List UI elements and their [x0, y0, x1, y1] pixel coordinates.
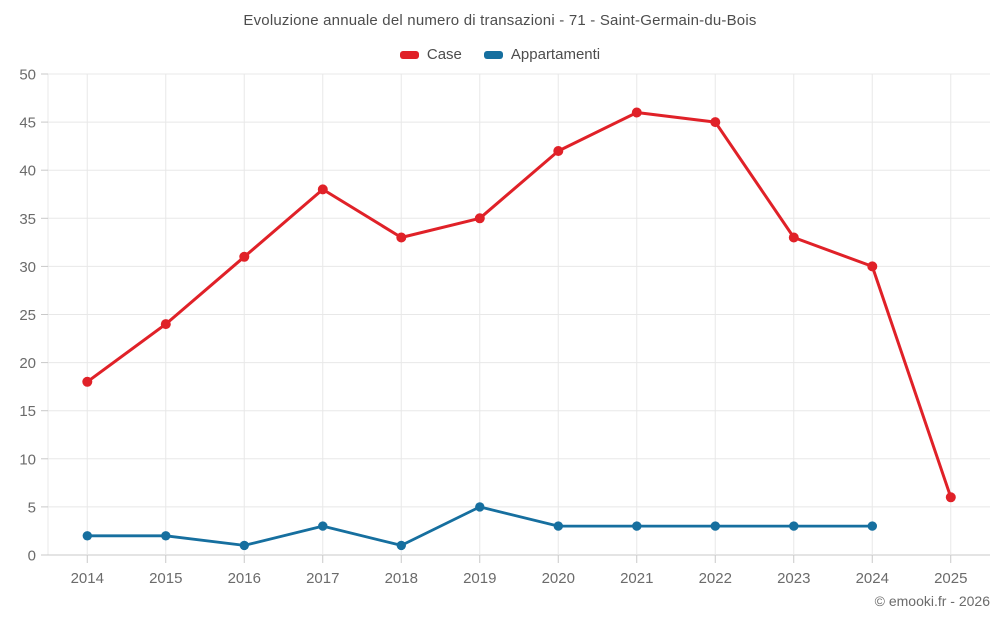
appartamenti-point-2023[interactable] [789, 521, 799, 531]
appartamenti-point-2020[interactable] [553, 521, 563, 531]
x-tick-label: 2016 [228, 570, 261, 587]
y-tick-label: 45 [19, 115, 36, 132]
case-point-2019[interactable] [474, 213, 485, 224]
x-tick-label: 2018 [385, 570, 418, 587]
y-tick-label: 35 [19, 211, 36, 228]
appartamenti-point-2017[interactable] [318, 521, 328, 531]
case-point-2024[interactable] [867, 261, 878, 272]
appartamenti-point-2019[interactable] [475, 502, 485, 512]
case-point-2021[interactable] [631, 107, 642, 118]
x-tick-label: 2015 [149, 570, 182, 587]
case-point-2022[interactable] [710, 117, 721, 128]
legend-item-case[interactable]: Case [399, 46, 462, 63]
y-tick-label: 15 [19, 403, 36, 420]
y-tick-label: 20 [19, 355, 36, 372]
case-point-2015[interactable] [160, 319, 171, 330]
copyright-credit: © emooki.fr - 2026 [874, 593, 990, 609]
x-tick-label: 2019 [463, 570, 496, 587]
case-point-2014[interactable] [82, 376, 93, 387]
y-tick-label: 0 [28, 548, 36, 565]
legend-label-case: Case [426, 46, 462, 63]
case-point-2020[interactable] [553, 146, 564, 156]
case-point-2016[interactable] [239, 251, 250, 262]
y-tick-label: 10 [19, 451, 36, 468]
case-point-2023[interactable] [788, 232, 799, 243]
x-tick-label: 2020 [542, 570, 575, 587]
case-point-2025[interactable] [945, 492, 956, 503]
x-tick-label: 2021 [620, 570, 653, 587]
case-point-2018[interactable] [396, 232, 407, 243]
appartamenti-point-2021[interactable] [632, 521, 642, 531]
appartamenti-point-2022[interactable] [710, 521, 720, 531]
y-tick-label: 30 [19, 259, 36, 276]
appartamenti-point-2014[interactable] [82, 531, 93, 541]
legend-item-appartamenti[interactable]: Appartamenti [483, 46, 601, 63]
x-tick-label: 2014 [71, 570, 104, 587]
appartamenti-point-2016[interactable] [239, 540, 249, 551]
chart-title: Evoluzione annuale del numero di transaz… [243, 12, 757, 29]
x-tick-label: 2023 [777, 570, 810, 587]
appartamenti-point-2018[interactable] [396, 540, 406, 551]
y-tick-label: 50 [19, 67, 36, 84]
y-tick-label: 25 [19, 307, 36, 324]
appartamenti-series-swatch-icon [483, 50, 503, 59]
case-point-2017[interactable] [317, 184, 328, 195]
x-tick-label: 2025 [934, 570, 967, 587]
legend-label-appartamenti: Appartamenti [510, 46, 601, 63]
appartamenti-point-2015[interactable] [161, 531, 171, 541]
appartamenti-point-2024[interactable] [867, 521, 877, 531]
x-tick-label: 2017 [306, 570, 339, 587]
case-series-line [85, 111, 953, 499]
y-tick-label: 40 [19, 163, 36, 180]
x-tick-label: 2024 [856, 570, 889, 587]
x-tick-label: 2022 [699, 570, 732, 587]
case-series-swatch-icon [399, 50, 419, 59]
chart-legend: Case Appartamenti [0, 46, 1000, 63]
y-tick-label: 5 [28, 499, 36, 516]
